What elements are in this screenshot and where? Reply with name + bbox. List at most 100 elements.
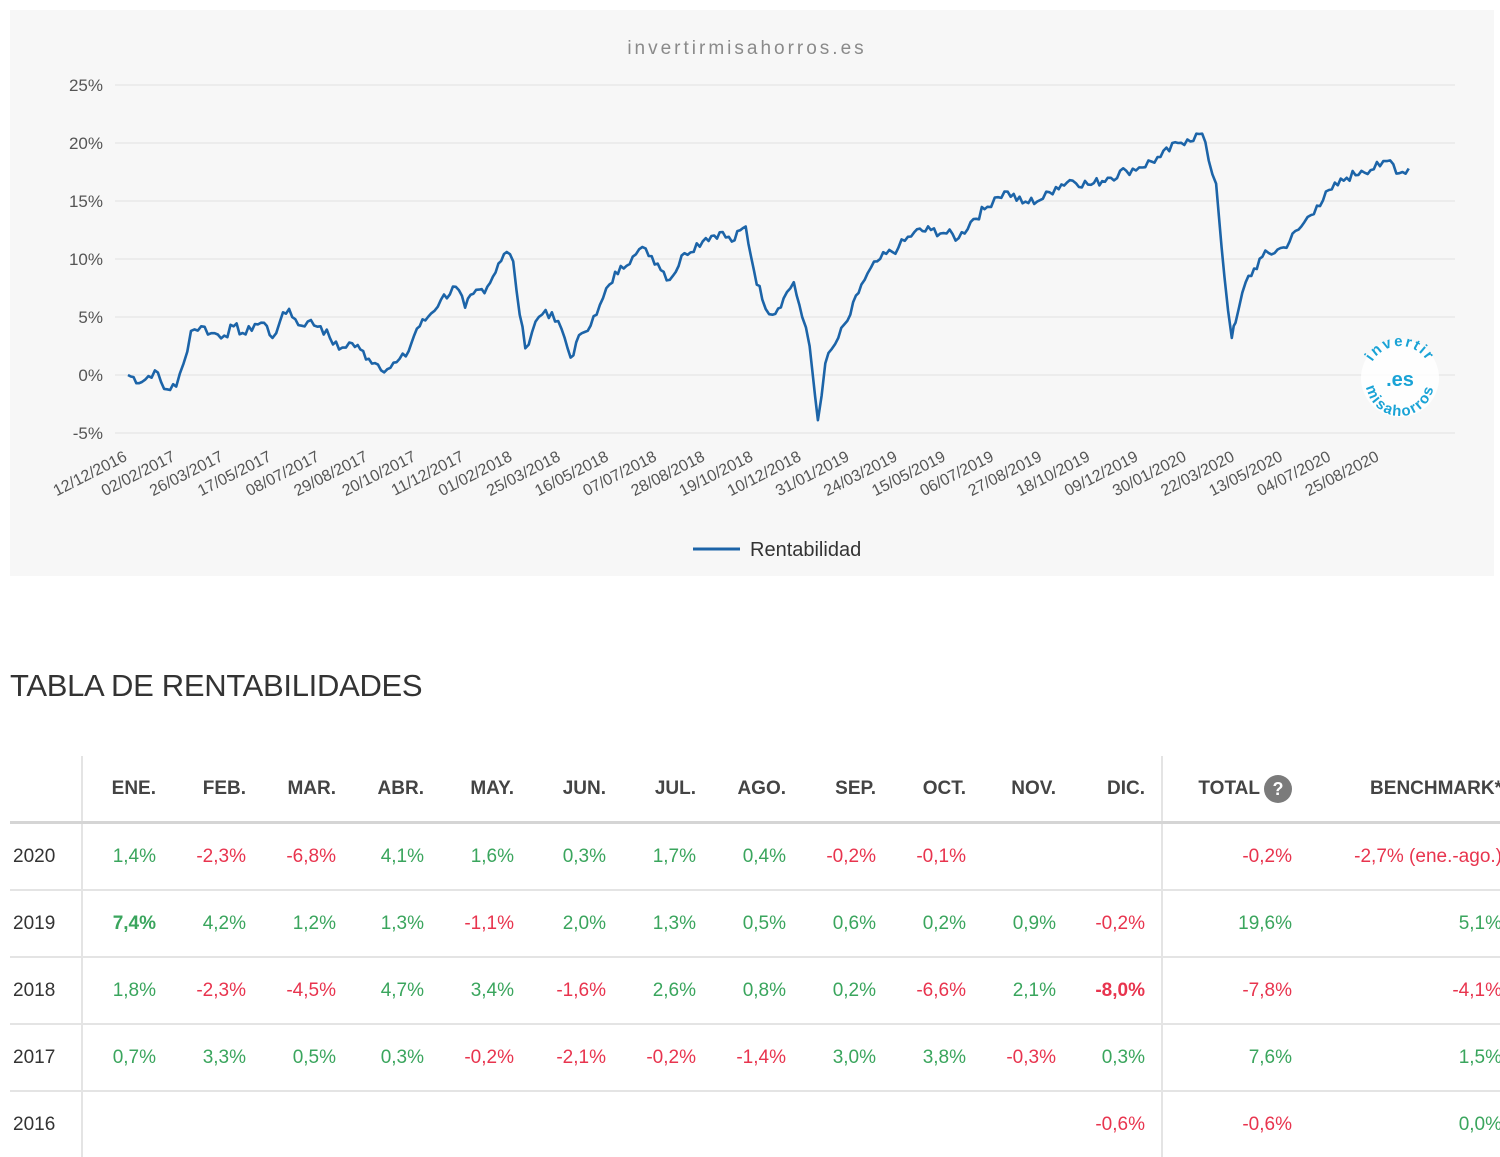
row-year: 2016 bbox=[10, 1091, 83, 1157]
row-year: 2018 bbox=[10, 957, 83, 1025]
returns-table: ENE. FEB. MAR. ABR. MAY. JUN. JUL. AGO. … bbox=[10, 756, 1500, 1157]
month-return-cell: 0,5% bbox=[712, 890, 802, 958]
returns-line-chart: invertirmisahorros.es 25% 20% 15% 10% 5% 0% -5… bbox=[51, 38, 1455, 561]
month-return-cell: 0,8% bbox=[712, 957, 802, 1025]
header-benchmark: BENCHMARK* bbox=[1308, 756, 1500, 824]
month-return-cell: 1,3% bbox=[352, 890, 440, 958]
header-month: JUL. bbox=[622, 756, 712, 824]
month-return-cell: -0,6% bbox=[1095, 1113, 1145, 1135]
month-return-cell bbox=[982, 1091, 1072, 1157]
help-icon[interactable]: ? bbox=[1264, 774, 1292, 803]
legend-label: Rentabilidad bbox=[750, 539, 861, 561]
month-return-cell: 1,8% bbox=[82, 957, 172, 1025]
month-return-cell: -0,1% bbox=[892, 822, 982, 891]
y-tick-label: 15% bbox=[69, 192, 103, 211]
month-return-cell: -0,2% bbox=[802, 822, 892, 891]
header-month: ENE. bbox=[82, 756, 172, 824]
month-return-cell: 2,0% bbox=[530, 890, 622, 958]
month-return-cell: 1,6% bbox=[440, 822, 530, 891]
month-return-cell: 7,4% bbox=[82, 890, 172, 958]
month-return-cell: -2,1% bbox=[530, 1024, 622, 1092]
header-month: ABR. bbox=[352, 756, 440, 824]
benchmark-cell: 1,5% bbox=[1308, 1024, 1500, 1092]
month-return-cell: -6,8% bbox=[262, 822, 352, 891]
month-return-cell bbox=[712, 1091, 802, 1157]
chart-legend[interactable]: Rentabilidad bbox=[693, 539, 861, 561]
month-return-cell: 0,3% bbox=[352, 1024, 440, 1092]
month-return-cell bbox=[892, 1091, 982, 1157]
month-return-cell: -2,3% bbox=[172, 957, 262, 1025]
header-month: DIC. bbox=[1072, 756, 1162, 824]
month-return-cell: -8,0% bbox=[1072, 957, 1162, 1025]
month-return-cell: 0,7% bbox=[82, 1024, 172, 1092]
header-month: MAR. bbox=[262, 756, 352, 824]
benchmark-cell: 5,1% bbox=[1308, 890, 1500, 958]
y-tick-label: 10% bbox=[69, 250, 103, 269]
header-year bbox=[10, 756, 83, 824]
month-return-cell: 1,3% bbox=[622, 890, 712, 958]
series-line-rentabilidad bbox=[127, 132, 1410, 422]
site-logo: invertir .es misahorros bbox=[1361, 333, 1439, 420]
month-return-cell: 0,9% bbox=[982, 890, 1072, 958]
header-month: JUN. bbox=[530, 756, 622, 824]
month-return-cell bbox=[172, 1091, 262, 1157]
month-return-cell: -0,2% bbox=[622, 1024, 712, 1092]
row-year: 2017 bbox=[10, 1024, 83, 1092]
header-month: SEP. bbox=[802, 756, 892, 824]
month-return-cell: -2,3% bbox=[172, 822, 262, 891]
month-return-cell: 4,2% bbox=[172, 890, 262, 958]
month-return-cell: 0,3% bbox=[1072, 1024, 1162, 1092]
month-return-cell bbox=[440, 1091, 530, 1157]
month-return-cell bbox=[1072, 822, 1162, 891]
month-return-cell: 4,7% bbox=[352, 957, 440, 1025]
month-return-cell: 0,3% bbox=[530, 822, 622, 891]
month-return-cell: 3,4% bbox=[440, 957, 530, 1025]
chart-panel: invertirmisahorros.es 25% 20% 15% 10% 5% 0% -5… bbox=[10, 10, 1494, 576]
month-return-cell: 0,5% bbox=[262, 1024, 352, 1092]
month-return-cell: 2,6% bbox=[622, 957, 712, 1025]
month-return-cell bbox=[982, 822, 1072, 891]
total-cell: -0,6% bbox=[1161, 1091, 1308, 1157]
table-row: 2016 -0,6% -0,6% 0,0% bbox=[10, 1091, 1500, 1157]
month-return-cell: 1,7% bbox=[622, 822, 712, 891]
month-return-cell: 0,2% bbox=[892, 890, 982, 958]
logo-text-mid: .es bbox=[1386, 369, 1414, 391]
month-return-cell: 3,0% bbox=[802, 1024, 892, 1092]
month-return-cell bbox=[262, 1091, 352, 1157]
header-month: FEB. bbox=[172, 756, 262, 824]
month-return-cell: -1,6% bbox=[530, 957, 622, 1025]
month-return-cell: -4,5% bbox=[262, 957, 352, 1025]
chart-watermark: invertirmisahorros.es bbox=[627, 38, 866, 59]
month-return-cell: -0,2% bbox=[440, 1024, 530, 1092]
header-month: NOV. bbox=[982, 756, 1072, 824]
total-cell: 7,6% bbox=[1161, 1024, 1308, 1092]
y-tick-label: 0% bbox=[78, 366, 103, 385]
y-tick-label: 20% bbox=[69, 134, 103, 153]
month-return-cell bbox=[802, 1091, 892, 1157]
month-return-cell: -0,2% bbox=[1072, 890, 1162, 958]
benchmark-cell: 0,0% bbox=[1458, 1113, 1500, 1135]
table-row: 2017 0,7% 3,3% 0,5% 0,3% -0,2% -2,1% -0,2% -1,4%… bbox=[10, 1024, 1500, 1092]
month-return-cell: 0,4% bbox=[712, 822, 802, 891]
y-tick-label: 5% bbox=[78, 308, 103, 327]
month-return-cell: 0,2% bbox=[802, 957, 892, 1025]
month-return-cell bbox=[622, 1091, 712, 1157]
table-title: TABLA DE RENTABILIDADES bbox=[10, 668, 423, 703]
header-month: AGO. bbox=[712, 756, 802, 824]
total-cell: -7,8% bbox=[1161, 957, 1308, 1025]
header-month: OCT. bbox=[892, 756, 982, 824]
benchmark-cell: -2,7% (ene.-ago.) bbox=[1308, 822, 1500, 891]
table-row: 2018 1,8% -2,3% -4,5% 4,7% 3,4% -1,6% 2,6% 0,8% 0… bbox=[10, 957, 1500, 1025]
y-tick-label: -5% bbox=[73, 424, 103, 443]
row-year: 2020 bbox=[10, 822, 83, 891]
month-return-cell: 4,1% bbox=[352, 822, 440, 891]
month-return-cell: 3,3% bbox=[172, 1024, 262, 1092]
month-return-cell: -0,3% bbox=[982, 1024, 1072, 1092]
month-return-cell: 1,4% bbox=[82, 822, 172, 891]
month-return-cell: 0,6% bbox=[802, 890, 892, 958]
month-return-cell: 2,1% bbox=[982, 957, 1072, 1025]
total-cell: 19,6% bbox=[1161, 890, 1308, 958]
header-total-label: TOTAL bbox=[1198, 777, 1260, 799]
table-header-row: ENE. FEB. MAR. ABR. MAY. JUN. JUL. AGO. … bbox=[10, 756, 1500, 824]
month-return-cell: 1,2% bbox=[262, 890, 352, 958]
